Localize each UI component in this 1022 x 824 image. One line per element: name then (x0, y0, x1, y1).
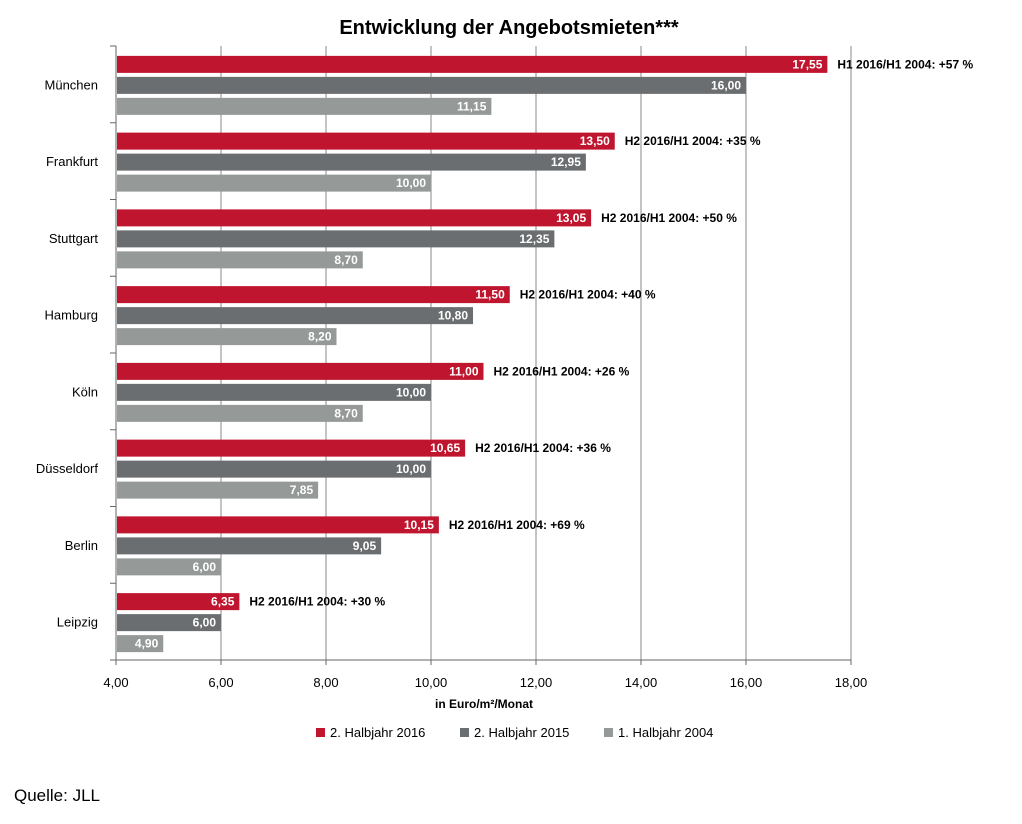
bar (117, 174, 431, 192)
bar-value-label: 10,15 (404, 518, 434, 532)
bar (117, 439, 466, 457)
bar (117, 558, 221, 576)
bar-value-label: 4,90 (135, 637, 159, 651)
legend-label: 2. Halbjahr 2015 (474, 725, 569, 740)
bar-value-label: 17,55 (792, 57, 822, 71)
bar (117, 97, 492, 115)
category-label: Berlin (65, 538, 98, 553)
bar-value-label: 12,95 (551, 155, 581, 169)
chart-title: Entwicklung der Angebotsmieten*** (339, 17, 679, 39)
x-tick-label: 12,00 (520, 675, 553, 690)
bar (117, 76, 746, 94)
bar (117, 362, 484, 380)
bar (117, 55, 828, 73)
growth-annotation: H2 2016/H1 2004: +50 % (601, 211, 737, 225)
bar (117, 404, 363, 422)
growth-annotation: H2 2016/H1 2004: +35 % (625, 134, 761, 148)
legend-label: 2. Halbjahr 2016 (330, 725, 425, 740)
bar (117, 209, 592, 227)
bar-value-label: 11,00 (449, 364, 479, 378)
bars: 17,55 H1 2016/H1 2004: +57 % 16,00 11,15 13,… (117, 55, 973, 653)
x-tick-label: 16,00 (730, 675, 763, 690)
bar (117, 307, 473, 325)
bar-value-label: 13,50 (580, 134, 610, 148)
bar (117, 132, 615, 150)
x-tick-label: 14,00 (625, 675, 658, 690)
bar-value-label: 11,50 (475, 288, 505, 302)
x-tick-label: 4,00 (103, 675, 128, 690)
bar-value-label: 10,00 (396, 176, 426, 190)
category-label: Stuttgart (49, 231, 99, 246)
bar-value-label: 12,35 (519, 232, 549, 246)
bar (117, 286, 510, 304)
bar-value-label: 6,00 (193, 616, 217, 630)
x-tick-label: 8,00 (313, 675, 338, 690)
legend-swatch (316, 728, 325, 737)
x-axis-label: in Euro/m²/Monat (435, 697, 533, 711)
bar (117, 230, 555, 248)
growth-annotation: H1 2016/H1 2004: +57 % (837, 57, 973, 71)
bar (117, 481, 319, 499)
bar-value-label: 6,00 (193, 560, 217, 574)
bar-value-label: 13,05 (556, 211, 586, 225)
bar (117, 516, 439, 534)
category-label: Düsseldorf (36, 461, 99, 476)
bar (117, 153, 586, 171)
bar (117, 593, 240, 611)
legend-swatch (460, 728, 469, 737)
bar (117, 383, 431, 401)
bar-value-label: 9,05 (353, 539, 377, 553)
bar-value-label: 10,80 (438, 309, 468, 323)
bar (117, 537, 382, 555)
x-tick-label: 10,00 (415, 675, 448, 690)
legend: 2. Halbjahr 2016 2. Halbjahr 2015 1. Halbj… (316, 725, 713, 740)
growth-annotation: H2 2016/H1 2004: +69 % (449, 518, 585, 532)
growth-annotation: H2 2016/H1 2004: +40 % (520, 288, 656, 302)
legend-label: 1. Halbjahr 2004 (618, 725, 713, 740)
x-tick-label: 18,00 (835, 675, 868, 690)
bar-value-label: 11,15 (457, 99, 487, 113)
category-label: Frankfurt (46, 154, 98, 169)
bar-value-label: 10,00 (396, 385, 426, 399)
growth-annotation: H2 2016/H1 2004: +30 % (249, 595, 385, 609)
bar (117, 251, 363, 269)
category-label: München (45, 77, 98, 92)
bar (117, 460, 431, 478)
bar-value-label: 6,35 (211, 595, 235, 609)
bar (117, 635, 164, 653)
bar-value-label: 7,85 (290, 483, 314, 497)
source-note: Quelle: JLL (14, 786, 100, 805)
category-label: Köln (72, 384, 98, 399)
bar-value-label: 8,20 (308, 330, 332, 344)
growth-annotation: H2 2016/H1 2004: +36 % (475, 441, 611, 455)
bar-value-label: 16,00 (711, 78, 741, 92)
category-label: Hamburg (45, 308, 98, 323)
bar (117, 614, 221, 632)
bar-value-label: 10,00 (396, 462, 426, 476)
legend-swatch (604, 728, 613, 737)
bar (117, 328, 337, 346)
axes: 4,00 6,00 8,00 10,00 12,00 14,00 16,00 18,00 Mün… (36, 45, 868, 690)
category-label: Leipzig (57, 615, 98, 630)
x-tick-label: 6,00 (208, 675, 233, 690)
growth-annotation: H2 2016/H1 2004: +26 % (494, 364, 630, 378)
bar-value-label: 10,65 (430, 441, 460, 455)
bar-value-label: 8,70 (334, 253, 358, 267)
bar-value-label: 8,70 (334, 406, 358, 420)
